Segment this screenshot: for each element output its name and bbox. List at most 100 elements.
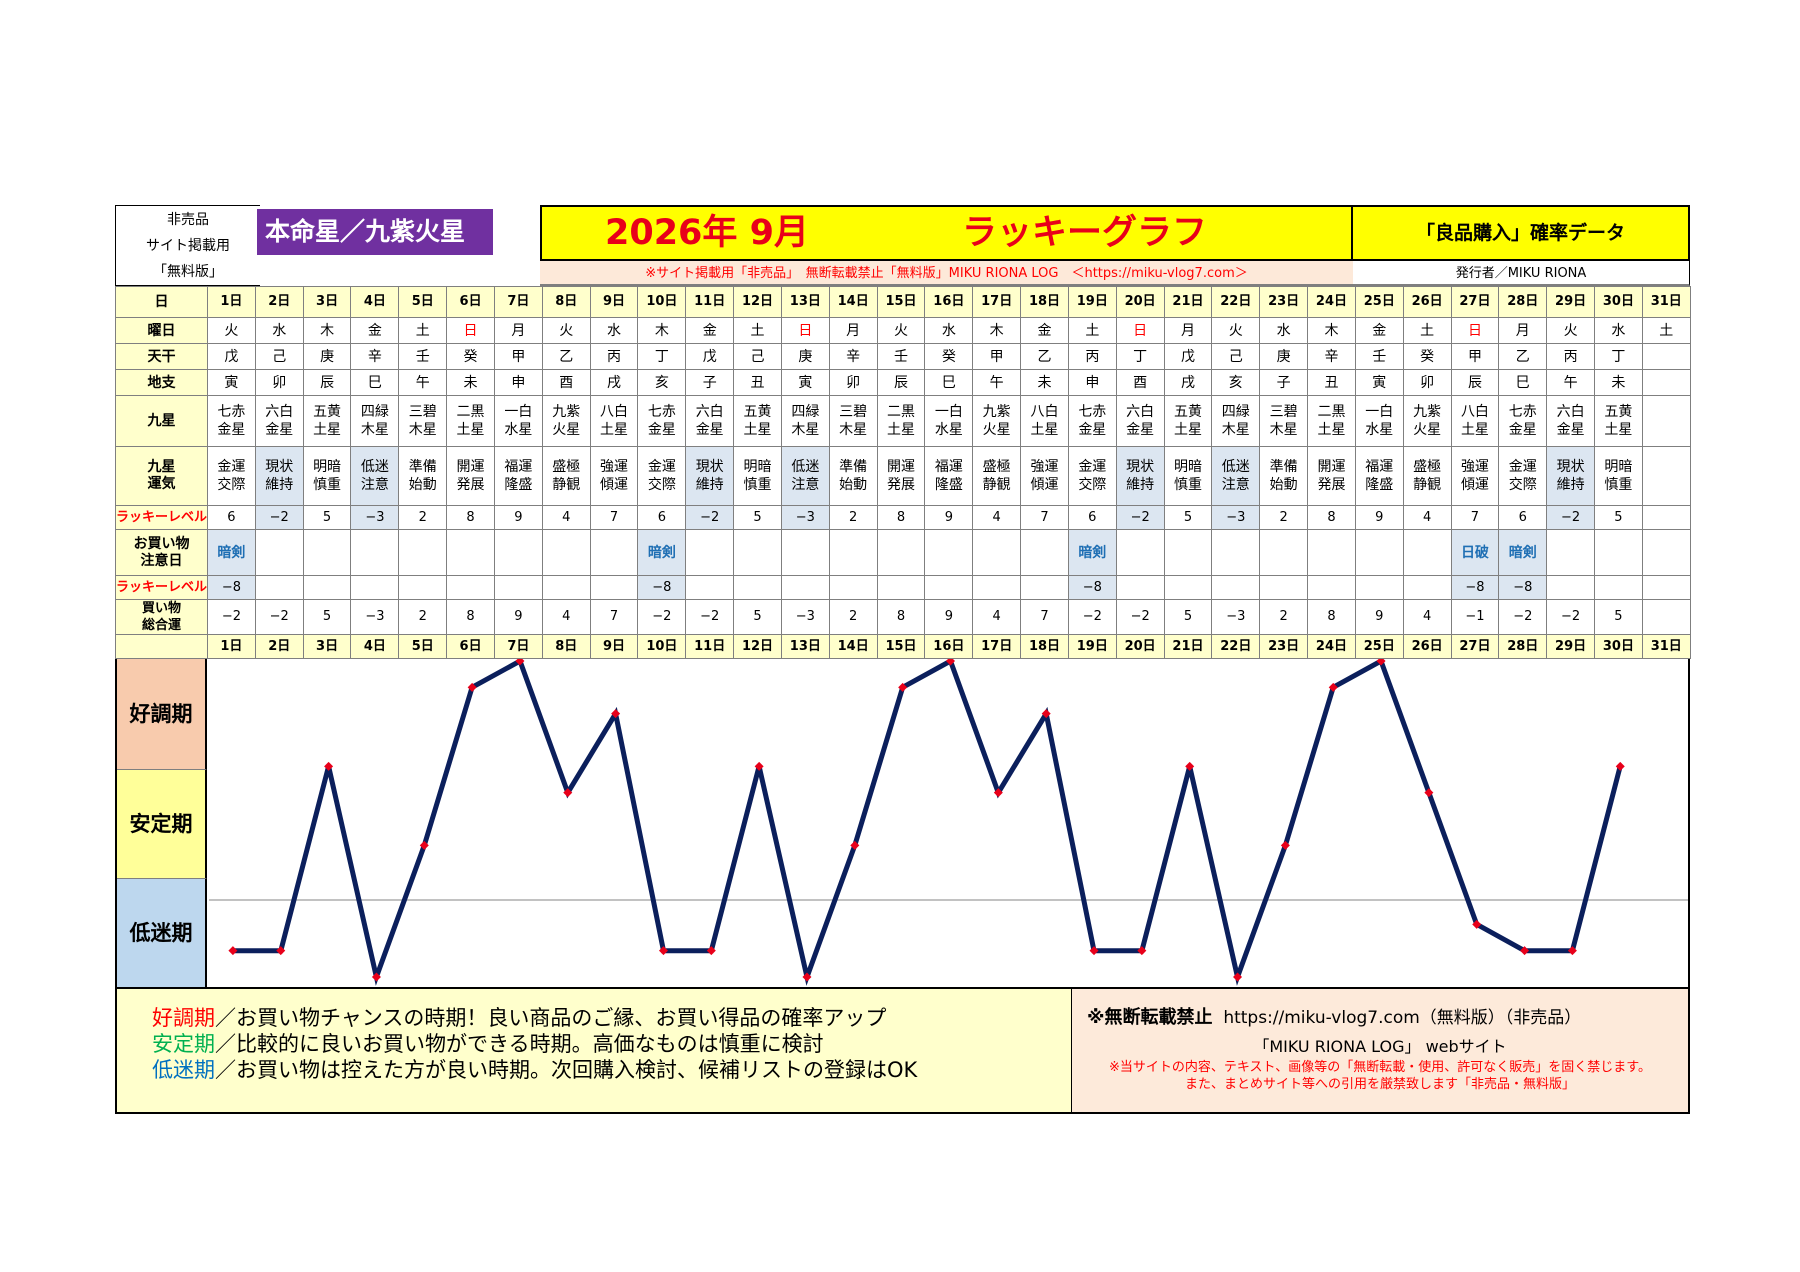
shopping-total-cell xyxy=(1641,599,1691,635)
tenkan-cell: 癸 xyxy=(446,343,495,370)
legend-good-text: ／お買い物チャンスの時期！良い商品のご縁、お買い得品の確率アップ xyxy=(215,1006,887,1030)
row-unki: 九星 運気 金運 交際 現状 維持 明暗 慎重 低迷 注意 準備 始動 開運 発展 福運 隆盛 盛極 静観 強運 傾運… xyxy=(115,446,1691,506)
cell-line-2: 慎重 xyxy=(1173,477,1202,493)
cell-line-1: 一白 xyxy=(504,404,533,420)
data-point-3 xyxy=(324,761,334,771)
chishi-cell: 辰 xyxy=(1450,369,1500,396)
weekday-cell: 木 xyxy=(972,317,1022,344)
cell-line-1: 現状 xyxy=(265,459,294,475)
row-day-footer: 1日 2日 3日 4日 5日 6日 7日 8日 9日 10日 11日 12日 13日 14日 15日 16日 1… xyxy=(115,634,1691,659)
unki-cell: 準備 始動 xyxy=(828,446,878,506)
lucky-level-2-cell xyxy=(398,575,448,600)
tenkan-cell: 癸 xyxy=(924,343,974,370)
prohibition-note: ※当サイトの内容、テキスト、画像等の「無断転載・使用、許可なく販売」を固く禁じま… xyxy=(1072,1059,1688,1093)
chishi-cell: 酉 xyxy=(1115,369,1165,396)
legend-box: 好調期／お買い物チャンスの時期！良い商品のご縁、お買い得品の確率アップ 安定期／… xyxy=(117,989,1072,1112)
weekday-cell: 水 xyxy=(1594,317,1643,344)
kyusei-cell: 七赤 金星 xyxy=(207,395,256,447)
zone-good: 好調期 xyxy=(117,659,207,769)
cell-line-2: 注意 xyxy=(360,477,389,493)
unki-cell: 開運 発展 xyxy=(1307,446,1356,506)
data-point-20 xyxy=(1137,946,1147,956)
cell-line-1: 準備 xyxy=(408,459,437,475)
day-footer-cell: 4日 xyxy=(350,634,400,659)
cell-line-2: 木星 xyxy=(408,422,437,438)
day-footer-cell: 15日 xyxy=(876,634,926,659)
day-footer-cell: 2日 xyxy=(254,634,304,659)
row-label-lucky-level-2: ラッキーレベル xyxy=(115,575,208,600)
kyusei-cell: 五黄 土星 xyxy=(302,395,352,447)
copyright-notice: ※サイト掲載用「非売品」 無断転載禁止「無料版」MIKU RIONA LOG ＜… xyxy=(540,261,1353,286)
lucky-level-cell: −3 xyxy=(1211,505,1261,530)
lucky-level-2-cell xyxy=(493,575,543,600)
cell-line-1: 一白 xyxy=(934,404,963,420)
chishi-cell: 丑 xyxy=(1307,369,1356,396)
cell-line-2: 金星 xyxy=(265,422,294,438)
shopping-caution-cell xyxy=(876,529,926,576)
note-line-2: サイト掲載用 xyxy=(146,238,230,254)
cell-line-2: 傾運 xyxy=(1030,477,1059,493)
cell-line-1: 金運 xyxy=(647,459,676,475)
site-url[interactable]: https://miku-vlog7.com（無料版）（非売品） xyxy=(1223,1008,1582,1028)
chishi-cell: 巳 xyxy=(924,369,974,396)
weekday-cell: 水 xyxy=(254,317,304,344)
day-footer-cell: 17日 xyxy=(972,634,1022,659)
shopping-total-cell: −2 xyxy=(207,599,256,635)
cell-line-2: 土星 xyxy=(887,422,915,438)
cell-line-1: 金運 xyxy=(1078,459,1107,475)
shopping-total-cell: 9 xyxy=(493,599,543,635)
weekday-cell: 火 xyxy=(1211,317,1261,344)
chishi-cell: 未 xyxy=(1020,369,1069,396)
day-footer-cell: 23日 xyxy=(1259,634,1309,659)
lucky-chart: 好調期 安定期 低迷期 xyxy=(115,659,1690,989)
label-line-2: 注意日 xyxy=(140,552,183,569)
row-day: 日 1日 2日 3日 4日 5日 6日 7日 8日 9日 10日 11日 12日 13日 14日 15日 16日… xyxy=(115,286,1691,318)
shopping-total-cell: −2 xyxy=(1546,599,1596,635)
kyusei-cell: 九紫 火星 xyxy=(972,395,1022,447)
shopping-caution-cell: 暗剣 xyxy=(637,529,687,576)
day-footer-cell: 27日 xyxy=(1450,634,1500,659)
chishi-cell: 丑 xyxy=(733,369,782,396)
cell-line-1: 盛極 xyxy=(1413,459,1442,475)
kyusei-cell: 三碧 木星 xyxy=(828,395,878,447)
unki-cell: 福運 隆盛 xyxy=(924,446,974,506)
day-cell: 24日 xyxy=(1307,286,1356,318)
day-footer-cell: 29日 xyxy=(1546,634,1596,659)
cell-line-2: 傾運 xyxy=(600,477,629,493)
day-footer-cell: 18日 xyxy=(1020,634,1069,659)
legend-stable-text: ／比較的に良いお買い物ができる時期。高価なものは慎重に検討 xyxy=(215,1032,824,1056)
cell-line-2: 土星 xyxy=(313,422,342,438)
tenkan-cell: 己 xyxy=(1211,343,1261,370)
cell-line-1: 現状 xyxy=(1126,459,1155,475)
weekday-cell: 土 xyxy=(1402,317,1452,344)
data-point-29 xyxy=(1567,946,1577,956)
lucky-level-cell: 5 xyxy=(302,505,352,530)
shopping-total-cell: 2 xyxy=(398,599,448,635)
day-footer-cell: 28日 xyxy=(1498,634,1548,659)
lucky-level-cell: −2 xyxy=(685,505,735,530)
day-footer-cell: 10日 xyxy=(637,634,687,659)
site-url-line: ※無断転載禁止 https://miku-vlog7.com（無料版）（非売品） xyxy=(1087,1003,1581,1029)
weekday-cell: 金 xyxy=(1020,317,1069,344)
page-title: ラッキーグラフ xyxy=(962,213,1208,253)
data-point-15 xyxy=(898,682,908,692)
zone-stable: 安定期 xyxy=(117,769,207,878)
lucky-level-cell: −3 xyxy=(780,505,830,530)
tenkan-cell: 乙 xyxy=(541,343,591,370)
lucky-level-cell: −2 xyxy=(1115,505,1165,530)
cell-line-2: 木星 xyxy=(839,422,868,438)
chishi-cell: 申 xyxy=(493,369,543,396)
weekday-cell: 月 xyxy=(493,317,543,344)
lucky-level-2-cell xyxy=(1641,575,1691,600)
cell-line-2: 水星 xyxy=(1365,422,1394,438)
tenkan-cell: 己 xyxy=(733,343,782,370)
shopping-total-cell: −3 xyxy=(1211,599,1261,635)
cell-line-1: 六白 xyxy=(265,404,294,420)
chishi-cell xyxy=(1641,369,1691,396)
day-cell: 10日 xyxy=(637,286,687,318)
kyusei-cell: 二黒 土星 xyxy=(876,395,926,447)
lucky-level-2-cell xyxy=(1546,575,1596,600)
day-cell: 14日 xyxy=(828,286,878,318)
kyusei-cell: 九紫 火星 xyxy=(541,395,591,447)
lucky-level-2-cell xyxy=(446,575,495,600)
